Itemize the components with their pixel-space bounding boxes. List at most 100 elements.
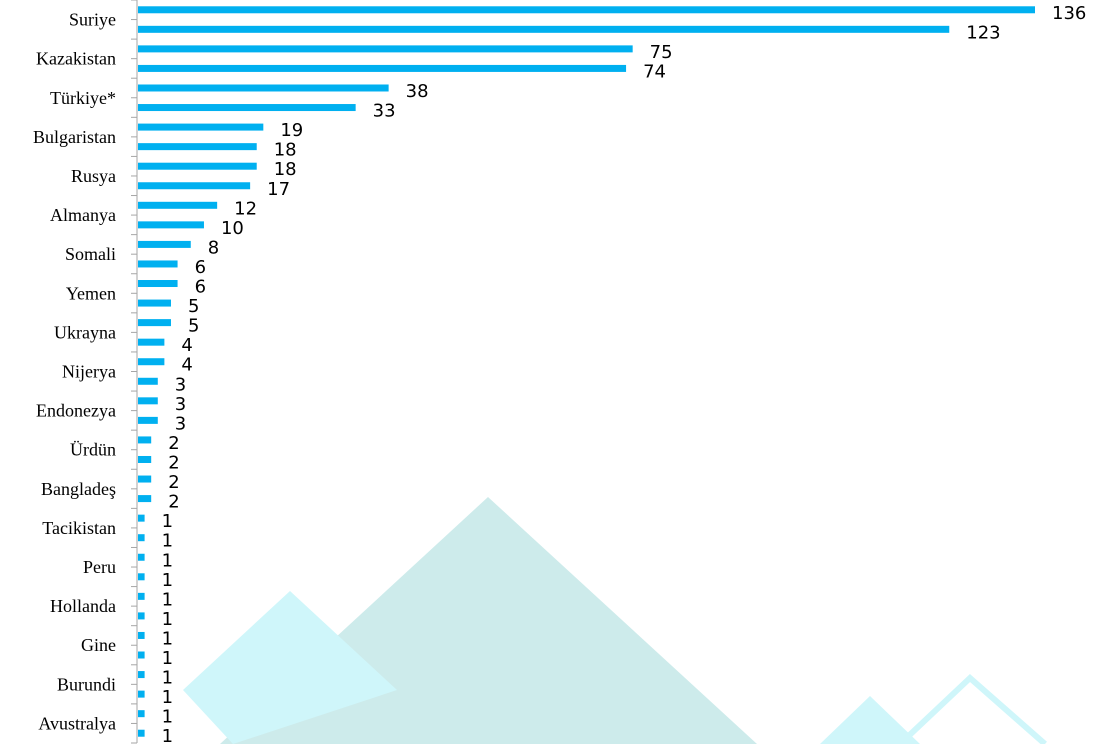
bar	[138, 671, 145, 679]
category-label: Türkiye*	[50, 88, 116, 108]
decorative-background	[183, 497, 1047, 744]
bar	[138, 553, 145, 561]
bar	[138, 45, 633, 53]
value-label: 136	[1052, 3, 1086, 24]
bar	[138, 25, 950, 33]
bar	[138, 631, 145, 639]
value-label: 1	[162, 570, 173, 591]
value-label: 17	[267, 179, 290, 200]
bar	[138, 612, 145, 620]
value-label: 2	[168, 452, 179, 473]
bar	[138, 104, 356, 112]
bar	[138, 143, 257, 151]
bar	[138, 299, 171, 307]
value-label: 1	[162, 726, 173, 744]
bar	[138, 240, 191, 248]
value-label: 1	[162, 531, 173, 552]
value-label: 2	[168, 433, 179, 454]
value-label: 1	[162, 589, 173, 610]
category-label: Bangladeş	[41, 479, 116, 499]
labels: 136123Suriye7574Kazakistan3833Türkiye*19…	[33, 3, 1086, 744]
value-label: 6	[195, 277, 206, 298]
value-label: 2	[168, 492, 179, 513]
bar	[138, 573, 145, 581]
bar	[138, 377, 158, 385]
bar	[138, 416, 158, 424]
bar	[138, 475, 152, 483]
bar	[138, 260, 178, 268]
value-label: 4	[181, 355, 192, 376]
bar	[138, 182, 251, 190]
bar	[138, 84, 389, 92]
category-label: Peru	[83, 557, 116, 577]
value-label: 12	[234, 198, 257, 219]
bar	[138, 729, 145, 737]
bar	[138, 358, 165, 366]
value-label: 4	[181, 335, 192, 356]
value-label: 3	[175, 374, 186, 395]
value-label: 10	[221, 218, 244, 239]
category-label: Almanya	[50, 205, 116, 225]
value-label: 6	[195, 257, 206, 278]
value-label: 1	[162, 550, 173, 571]
value-label: 1	[162, 707, 173, 728]
category-label: Ürdün	[70, 440, 116, 460]
value-label: 1	[162, 609, 173, 630]
bar	[138, 710, 145, 718]
category-label: Yemen	[66, 283, 116, 303]
value-label: 75	[650, 42, 673, 63]
bar	[138, 436, 152, 444]
bar	[138, 495, 152, 503]
category-label: Somali	[65, 244, 116, 264]
bar	[138, 319, 171, 327]
value-label: 38	[406, 81, 429, 102]
bar	[138, 690, 145, 698]
value-label: 74	[643, 61, 666, 82]
bar	[138, 397, 158, 405]
value-label: 33	[373, 101, 396, 122]
bar	[138, 123, 264, 131]
value-label: 5	[188, 296, 199, 317]
category-label: Rusya	[71, 166, 116, 186]
category-label: Nijerya	[62, 362, 116, 382]
bar	[138, 534, 145, 542]
value-label: 1	[162, 668, 173, 689]
value-label: 1	[162, 511, 173, 532]
value-label: 18	[274, 140, 297, 161]
category-label: Burundi	[57, 674, 116, 694]
small-triangle-shape	[820, 696, 920, 744]
category-label: Ukrayna	[54, 322, 116, 342]
value-label: 18	[274, 159, 297, 180]
bar	[138, 592, 145, 600]
bar	[138, 651, 145, 659]
small-diamond-shape	[183, 591, 397, 744]
value-label: 19	[280, 120, 303, 141]
bar	[138, 162, 257, 170]
value-label: 3	[175, 394, 186, 415]
category-label: Endonezya	[36, 401, 116, 421]
bar	[138, 201, 218, 209]
bar	[138, 338, 165, 346]
bar	[138, 455, 152, 463]
category-label: Hollanda	[50, 596, 116, 616]
value-label: 2	[168, 472, 179, 493]
category-label: Suriye	[69, 10, 116, 30]
value-label: 1	[162, 648, 173, 669]
value-label: 8	[208, 237, 219, 258]
category-label: Avustralya	[38, 713, 116, 733]
value-label: 5	[188, 316, 199, 337]
value-label: 1	[162, 687, 173, 708]
bar	[138, 6, 1035, 14]
value-label: 1	[162, 628, 173, 649]
bar	[138, 221, 204, 229]
category-axis	[131, 0, 138, 744]
bar	[138, 280, 178, 288]
bar	[138, 514, 145, 522]
category-label: Bulgaristan	[33, 127, 116, 147]
category-label: Tacikistan	[42, 518, 116, 538]
value-label: 123	[966, 22, 1000, 43]
category-label: Gine	[81, 635, 116, 655]
bar	[138, 64, 627, 72]
category-label: Kazakistan	[36, 49, 116, 69]
